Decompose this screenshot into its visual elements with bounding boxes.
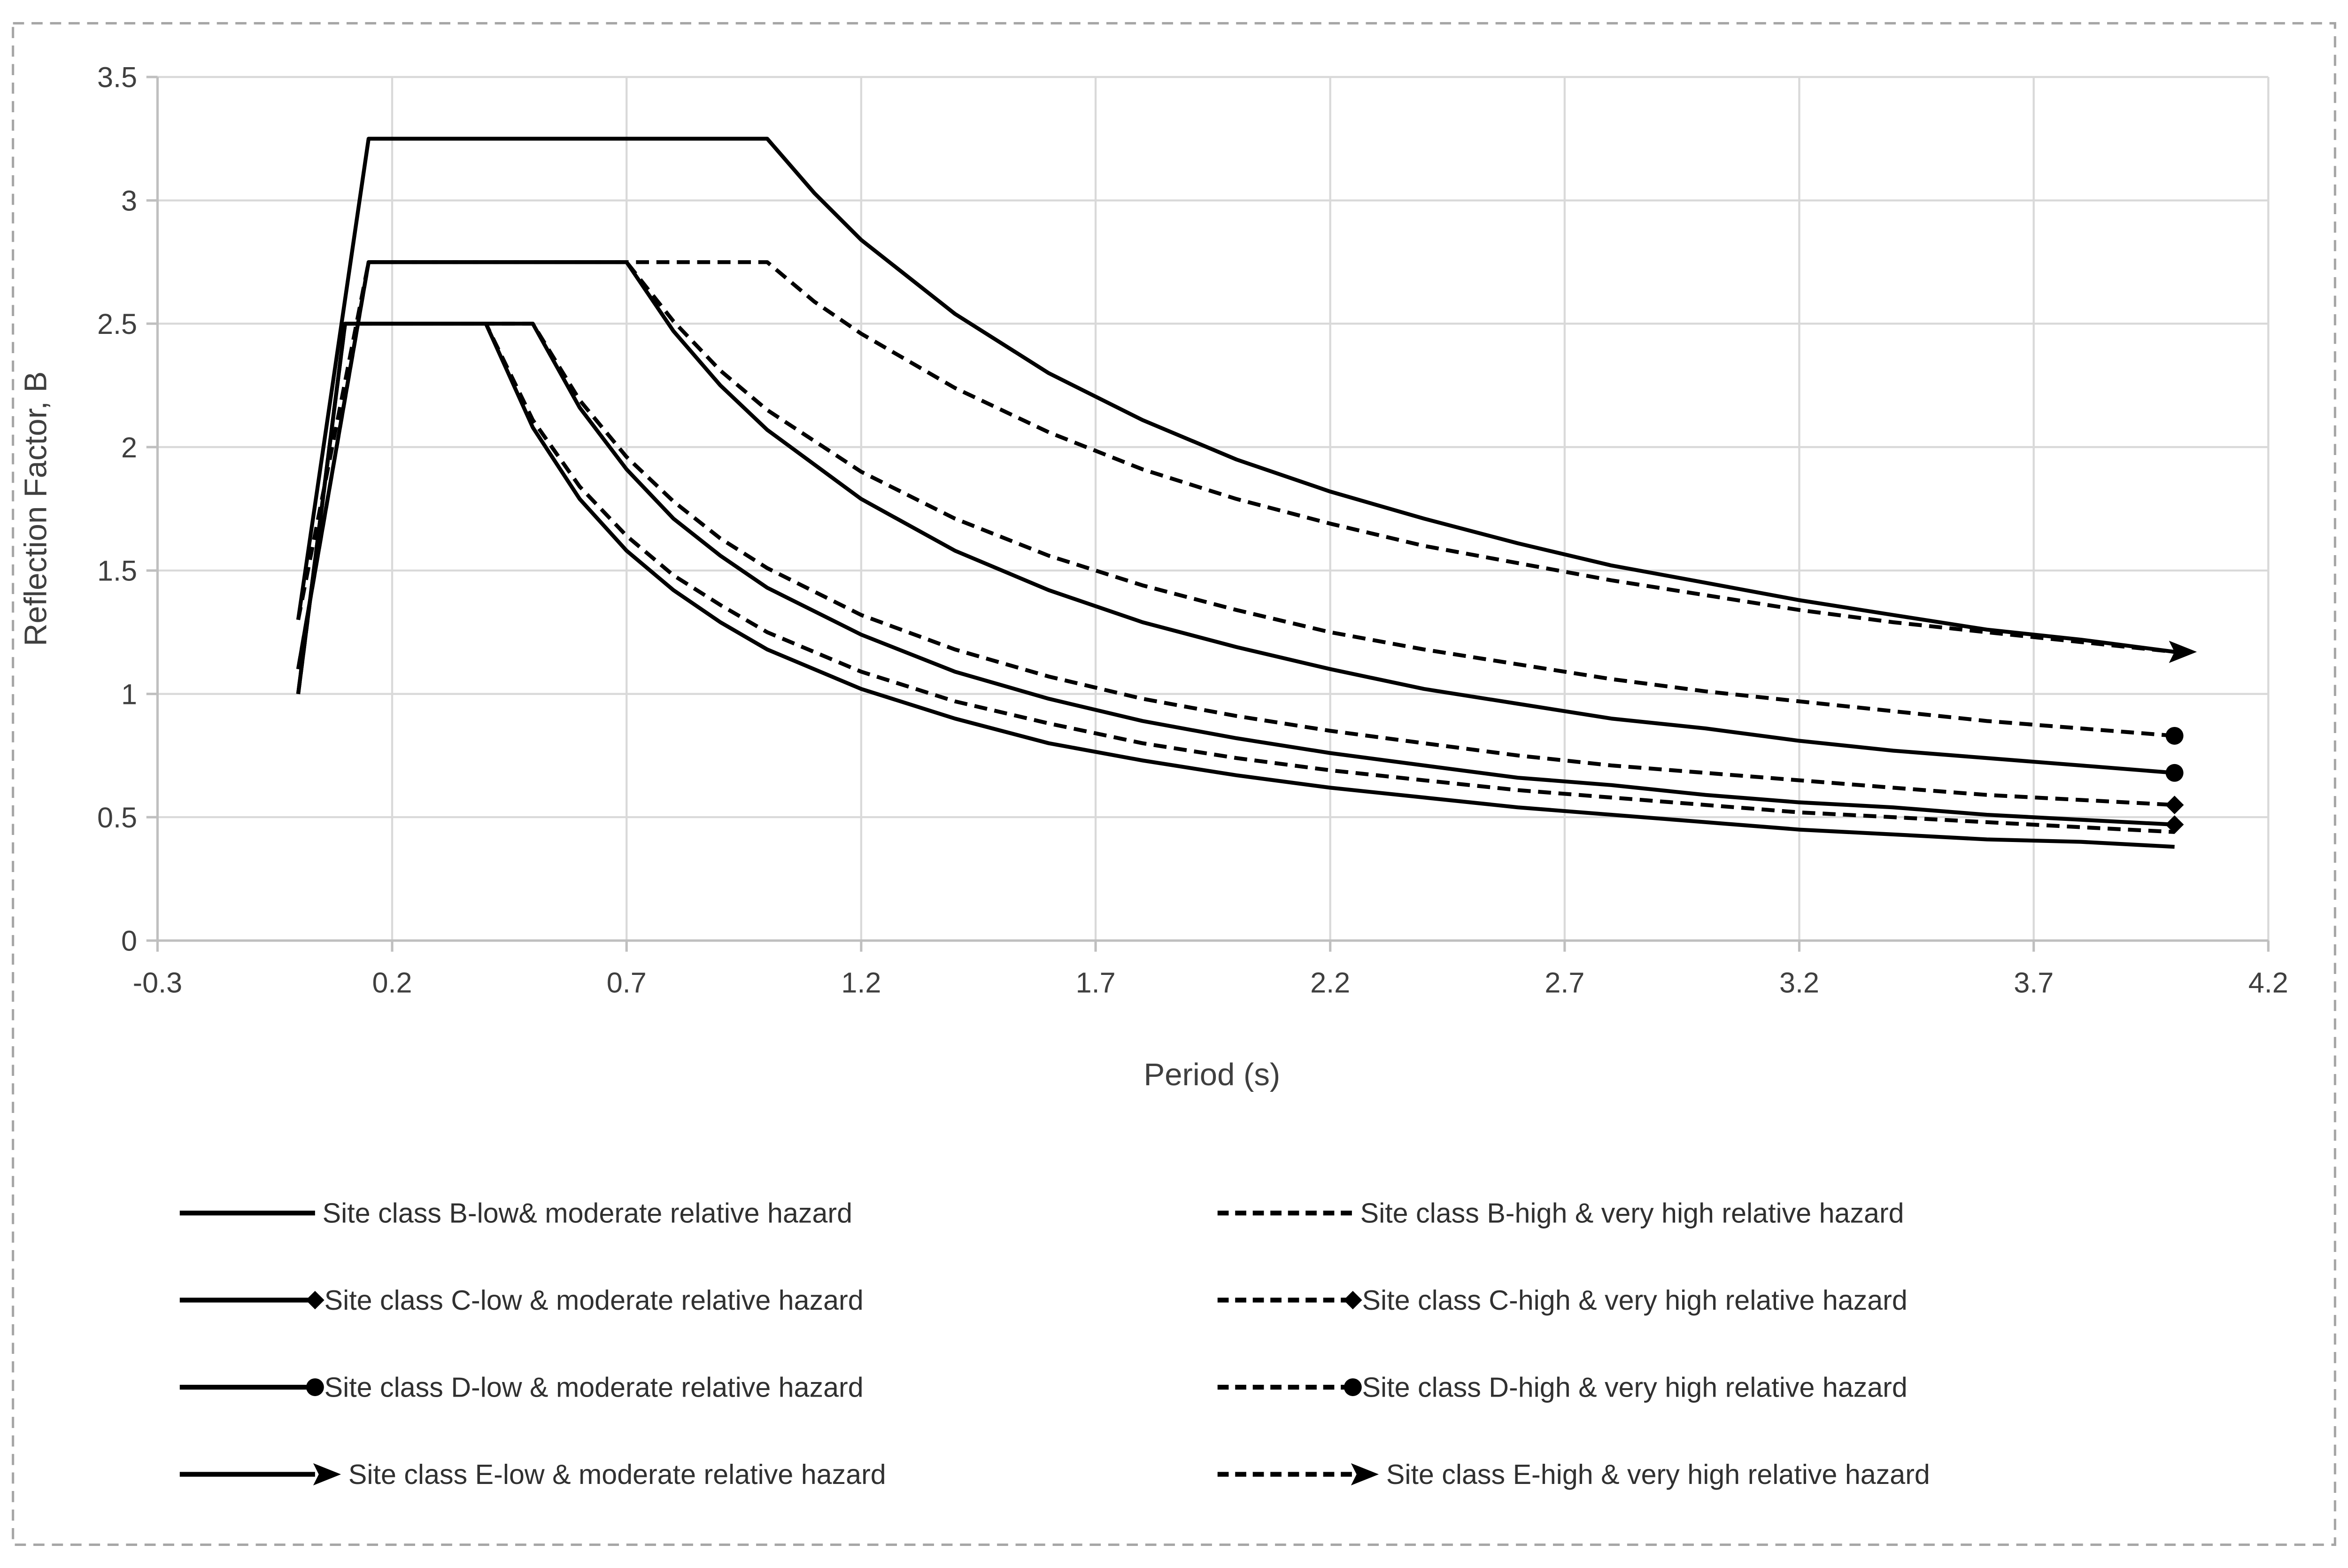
diamond-icon (1344, 1290, 1362, 1310)
arrow-icon (2169, 641, 2197, 663)
legend-label-c-low: Site class C-low & moderate relative haz… (324, 1284, 864, 1316)
legend-item-c-low: Site class C-low & moderate relative haz… (179, 1284, 864, 1316)
legend-item-d-high: Site class D-high & very high relative h… (1217, 1372, 1908, 1403)
figure-border (12, 22, 2336, 1546)
y-tick-label: 2.5 (97, 308, 137, 340)
y-tick-label: 3.5 (97, 62, 137, 93)
x-tick-label: 2.2 (1310, 966, 1350, 998)
legend-item-c-high: Site class C-high & very high relative h… (1217, 1284, 1908, 1316)
end-markers (2165, 641, 2197, 834)
x-tick-label: 0.7 (607, 966, 647, 998)
y-tick-label: 3 (121, 185, 137, 217)
series-line-e-high (296, 260, 2175, 654)
series-line-b-high (296, 322, 2175, 834)
y-tick-label: 2 (121, 432, 137, 463)
diamond-icon (306, 1290, 324, 1310)
legend-label-d-low: Site class D-low & moderate relative haz… (324, 1372, 864, 1403)
series-line-d-low (296, 260, 2175, 775)
y-tick-label: 1.5 (97, 555, 137, 587)
y-axis-title: Reflection Factor, B (18, 371, 54, 646)
y-tick-labels: 0 0.5 1 1.5 2 2.5 3 3.5 (97, 62, 137, 957)
axes (146, 76, 2270, 952)
x-tick-label: 0.2 (372, 966, 412, 998)
legend-label-b-low: Site class B-low& moderate relative haza… (323, 1197, 852, 1229)
legend-label-c-high: Site class C-high & very high relative h… (1362, 1284, 1908, 1316)
circle-icon (2165, 764, 2184, 782)
legend-item-e-high: Site class E-high & very high relative h… (1217, 1459, 1930, 1490)
x-tick-labels: -0.3 0.2 0.7 1.2 1.7 2.2 2.7 3.2 3.7 4.2 (133, 966, 2288, 998)
x-tick-label: 1.7 (1076, 966, 1116, 998)
legend-label-e-high: Site class E-high & very high relative h… (1386, 1459, 1930, 1490)
y-tick-label: 0 (121, 925, 137, 957)
x-tick-label: 1.2 (841, 966, 881, 998)
legend-item-d-low: Site class D-low & moderate relative haz… (179, 1372, 864, 1403)
circle-icon (2165, 726, 2184, 745)
series-line-d-high (296, 260, 2175, 738)
series-line-c-low (296, 322, 2175, 827)
series-line-c-high (296, 322, 2175, 807)
diamond-icon (2165, 796, 2184, 814)
x-tick-label: -0.3 (133, 966, 182, 998)
series-line-e-low (296, 137, 2175, 654)
legend-label-b-high: Site class B-high & very high relative h… (1360, 1197, 1904, 1229)
x-tick-label: 4.2 (2248, 966, 2288, 998)
series-lines (296, 137, 2175, 849)
legend-item-b-low: Site class B-low& moderate relative haza… (179, 1197, 852, 1229)
arrow-icon (313, 1463, 341, 1486)
circle-icon (1344, 1378, 1362, 1396)
series-line-b-low (296, 322, 2175, 849)
x-tick-label: 3.7 (2014, 966, 2054, 998)
y-tick-label: 0.5 (97, 802, 137, 834)
x-tick-label: 3.2 (1779, 966, 1819, 998)
y-tick-label: 1 (121, 678, 137, 710)
arrow-icon (1351, 1463, 1379, 1486)
legend-label-d-high: Site class D-high & very high relative h… (1362, 1372, 1908, 1403)
legend-label-e-low: Site class E-low & moderate relative haz… (348, 1459, 886, 1490)
circle-icon (306, 1378, 324, 1396)
legend-item-e-low: Site class E-low & moderate relative haz… (179, 1459, 886, 1490)
legend: Site class B-low& moderate relative haza… (179, 1197, 1930, 1490)
x-axis-title: Period (s) (1144, 1057, 1281, 1092)
legend-item-b-high: Site class B-high & very high relative h… (1217, 1197, 1904, 1229)
x-tick-label: 2.7 (1545, 966, 1584, 998)
